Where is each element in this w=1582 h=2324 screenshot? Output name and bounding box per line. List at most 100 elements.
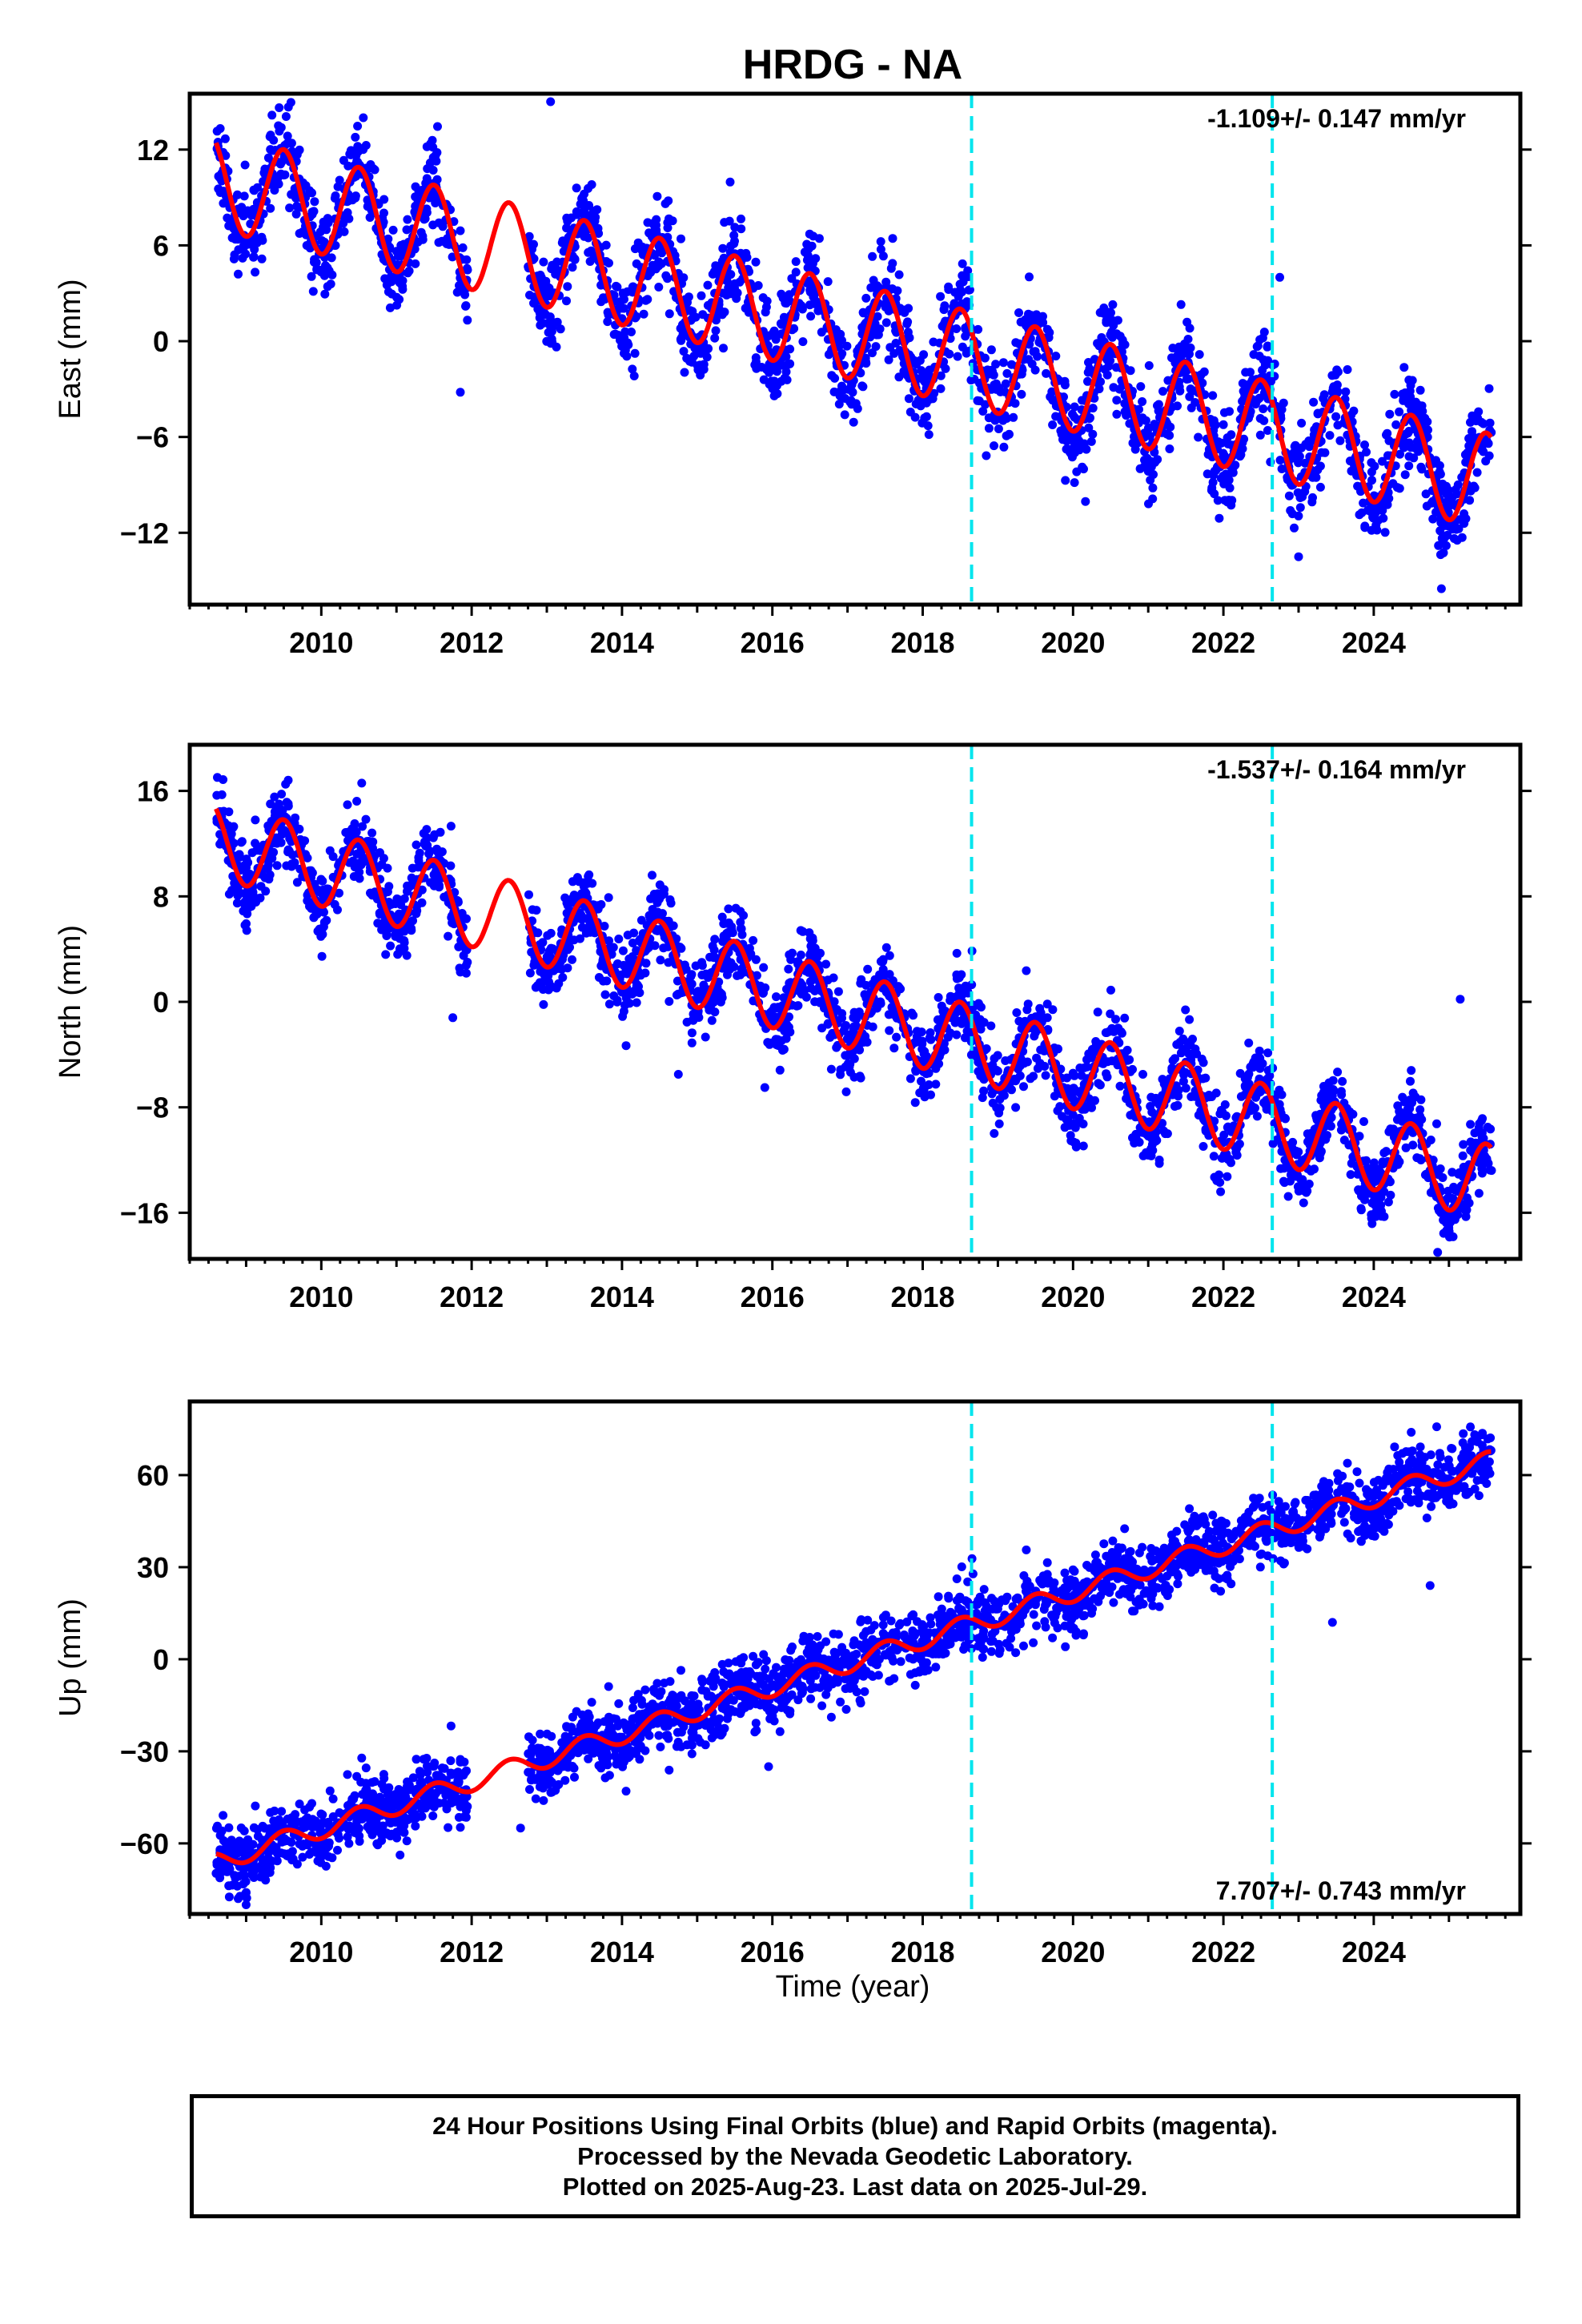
- data-point: [242, 926, 251, 935]
- data-point: [403, 268, 412, 278]
- data-point: [601, 240, 611, 250]
- data-point: [861, 358, 870, 368]
- data-point: [701, 344, 710, 353]
- data-point: [962, 348, 971, 358]
- data-point: [379, 195, 389, 204]
- data-point: [370, 165, 379, 175]
- data-point: [1416, 1156, 1426, 1164]
- data-point: [1249, 350, 1259, 360]
- data-point: [720, 218, 729, 227]
- data-point: [1191, 398, 1200, 407]
- data-point: [1391, 420, 1401, 429]
- data-point: [1346, 1170, 1355, 1180]
- data-point: [768, 384, 777, 393]
- data-point: [242, 854, 251, 864]
- data-point: [343, 208, 352, 217]
- data-point: [261, 887, 271, 896]
- data-point: [876, 237, 885, 247]
- data-point: [1385, 409, 1395, 419]
- data-point: [560, 893, 570, 903]
- data-point: [1335, 436, 1345, 445]
- data-point: [823, 277, 833, 287]
- data-point: [1021, 315, 1030, 324]
- data-point: [885, 951, 894, 960]
- data-point: [893, 982, 903, 991]
- data-point: [871, 342, 881, 352]
- data-point: [356, 860, 366, 870]
- data-point: [1426, 1136, 1435, 1144]
- data-point: [1048, 1005, 1058, 1015]
- data-point: [1255, 414, 1265, 423]
- x-tick-label: 2022: [1191, 626, 1255, 659]
- data-point: [858, 1033, 868, 1043]
- data-point: [1199, 1142, 1208, 1151]
- data-point: [292, 878, 302, 887]
- data-point: [665, 309, 674, 319]
- data-point: [1415, 385, 1425, 395]
- data-point: [925, 1033, 934, 1043]
- data-point: [1168, 1055, 1178, 1065]
- data-point: [1388, 479, 1398, 489]
- data-point: [1204, 1091, 1214, 1100]
- data-point: [327, 253, 336, 263]
- data-point: [1083, 376, 1092, 386]
- data-point: [939, 304, 949, 314]
- data-point: [987, 365, 996, 375]
- data-point: [739, 967, 749, 977]
- data-point: [687, 357, 697, 367]
- data-point: [849, 1072, 859, 1082]
- data-point: [1084, 423, 1094, 432]
- data-point: [1145, 1117, 1154, 1127]
- data-point: [463, 265, 472, 275]
- data-point: [1323, 1131, 1331, 1140]
- data-point: [963, 266, 973, 275]
- data-point: [1209, 1152, 1219, 1161]
- data-point: [1087, 1053, 1097, 1063]
- data-point: [666, 899, 676, 908]
- data-point: [1414, 400, 1423, 410]
- data-point: [1275, 456, 1285, 465]
- data-point: [382, 931, 391, 940]
- data-point: [1165, 444, 1174, 453]
- data-point: [663, 218, 673, 227]
- data-point: [530, 957, 540, 967]
- data-point: [1378, 456, 1387, 466]
- data-point: [1072, 467, 1082, 476]
- data-point: [1138, 397, 1147, 406]
- data-point: [215, 188, 225, 197]
- data-point: [435, 880, 444, 890]
- data-point: [1344, 1140, 1354, 1150]
- data-point: [312, 265, 322, 275]
- data-point: [1259, 404, 1268, 413]
- data-point: [572, 873, 582, 883]
- data-point: [1288, 1137, 1298, 1147]
- data-point: [737, 224, 746, 234]
- data-point: [349, 872, 359, 881]
- data-point: [386, 941, 396, 951]
- data-point: [535, 273, 544, 283]
- data-point: [1360, 521, 1370, 531]
- data-point: [825, 1032, 835, 1042]
- data-point: [1295, 503, 1305, 513]
- data-point: [698, 310, 708, 320]
- data-point: [532, 906, 541, 915]
- data-point: [581, 928, 591, 938]
- data-point: [563, 282, 572, 292]
- data-point: [654, 261, 664, 271]
- data-point: [266, 145, 275, 155]
- data-point: [634, 982, 643, 991]
- data-point: [954, 989, 964, 999]
- data-point: [568, 263, 577, 272]
- data-point: [1186, 1092, 1196, 1101]
- data-point: [752, 364, 761, 373]
- data-point: [769, 376, 779, 386]
- data-point: [707, 1015, 717, 1025]
- data-point: [583, 879, 592, 888]
- data-point: [646, 894, 656, 903]
- data-point: [1354, 1185, 1363, 1195]
- data-point: [803, 263, 813, 272]
- data-point: [1001, 379, 1010, 388]
- data-point: [266, 203, 275, 213]
- data-point: [618, 946, 628, 955]
